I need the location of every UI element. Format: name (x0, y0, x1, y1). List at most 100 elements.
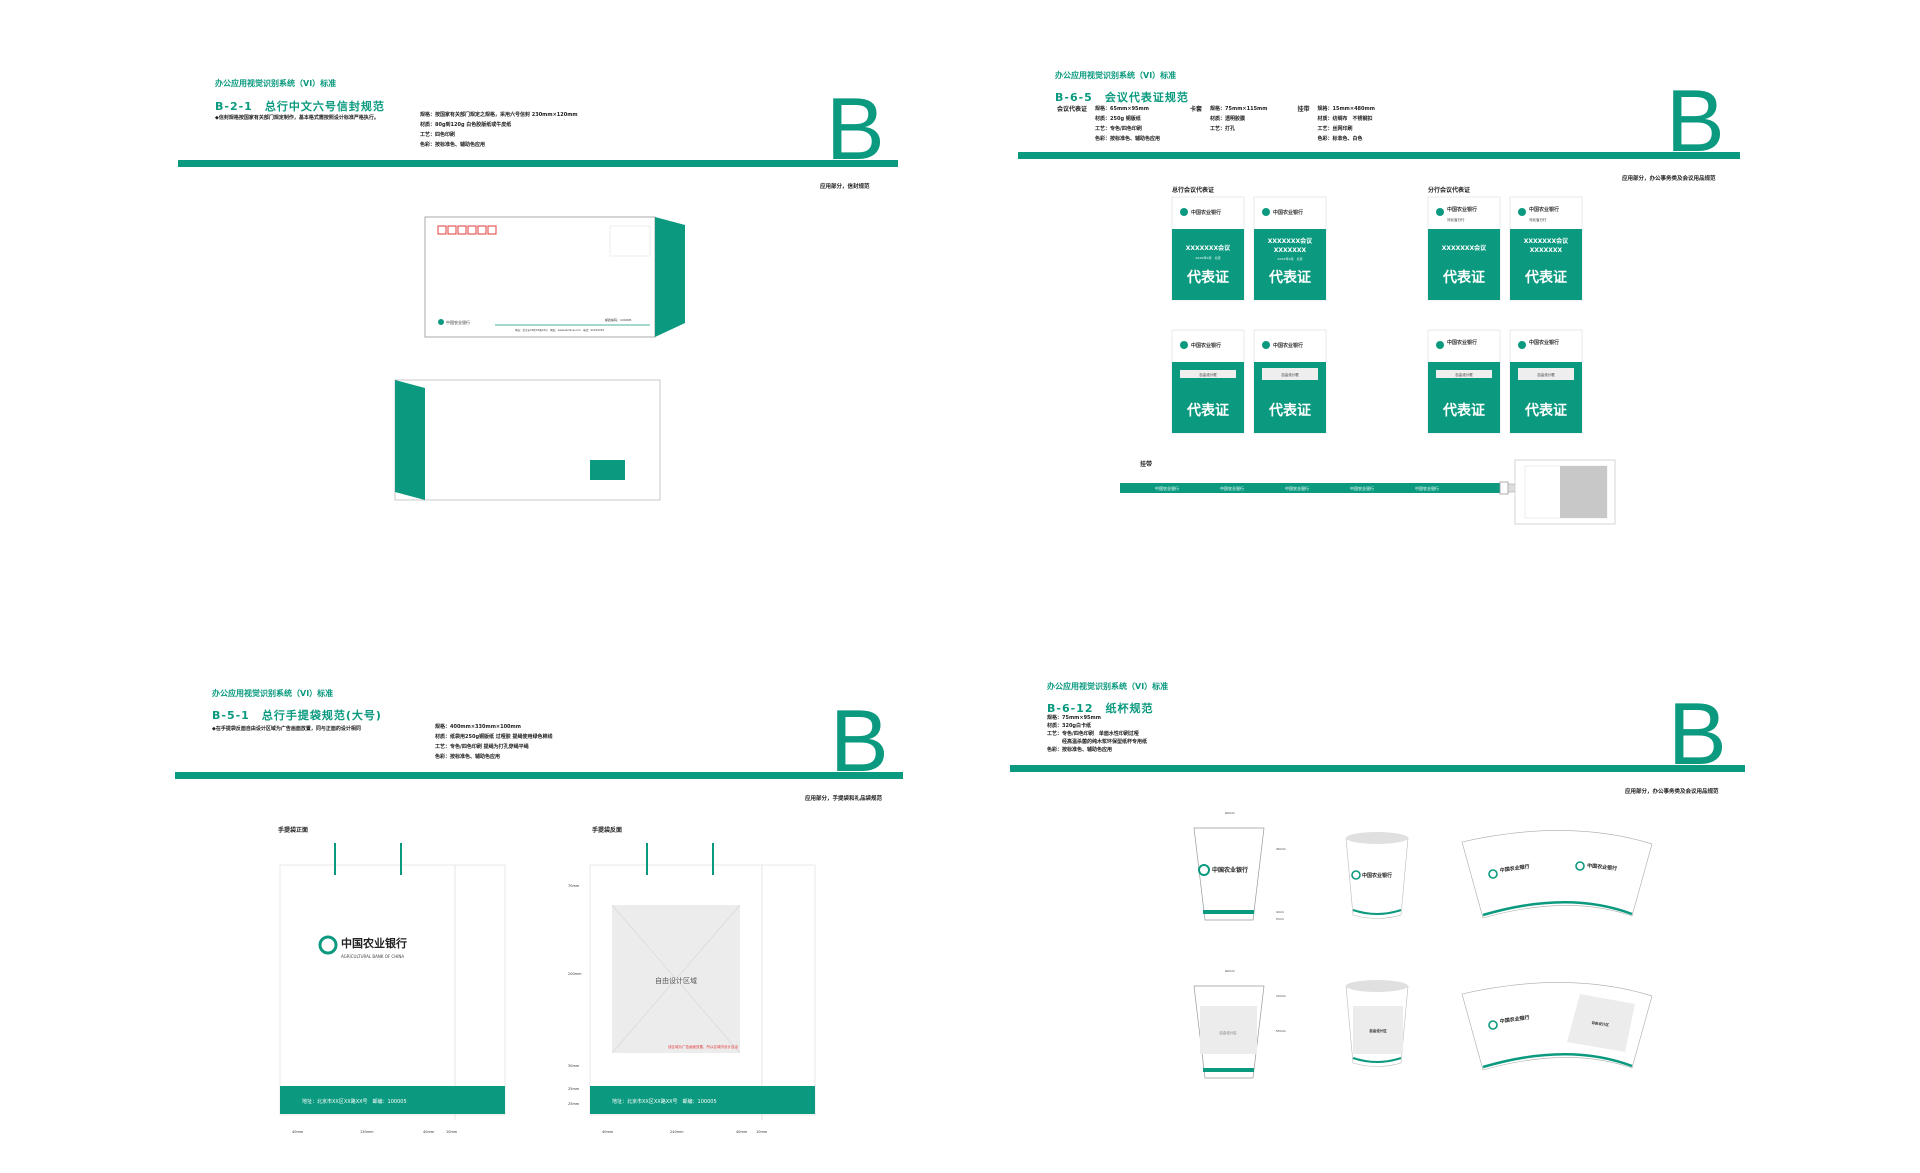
dim-label: 40mm (423, 1130, 435, 1134)
meeting-name-2: XXXXXXX (1274, 247, 1307, 254)
meeting-name: XXXXXXX会议 (1442, 244, 1487, 252)
badge-photo-2: 中国农业银行 自由设计框 代表证 (1253, 329, 1327, 434)
system-title: 办公应用视觉识别系统（VI）标准 (215, 79, 337, 88)
logo-text: 中国农业银行 (1212, 866, 1248, 874)
page-title: B-2-1 总行中文六号信封规范 (215, 100, 385, 113)
dim-label: 130mm (360, 1130, 374, 1134)
cup-3d-free: 自由设计区 (1345, 980, 1409, 1067)
lanyard-logo-text: 中国农业银行 (1155, 485, 1179, 491)
bag-back: 自由设计区域 该区域为广告画面放置，所以区域内设计自由 地址：北京市XX区XX路… (568, 843, 816, 1134)
spec-item: 经高温杀菌的纯木浆环保型纸杯专用纸 (1047, 739, 1148, 745)
branch-label: 分行会议代表证 (1428, 187, 1471, 194)
badge-title: 代表证 (1186, 269, 1229, 286)
logo-text: 中国农业银行 (1447, 339, 1477, 346)
spec-list: 规格：400mm×330mm×100mm 材质：纸袋用250g铜版纸 过哑胶 提… (435, 722, 553, 762)
logo-text: 中国农业银行 (1529, 339, 1559, 346)
branch-name: 河北省分行 (1529, 217, 1547, 222)
stamp-area (609, 225, 651, 257)
postcode-label: 邮政编码：100005 (605, 317, 632, 322)
address-band (280, 1086, 505, 1114)
spec-item: 材质：纸袋用250g铜版纸 过哑胶 提绳使用绿色棉线 (435, 734, 553, 740)
system-title: 办公应用视觉识别系统（VI）标准 (1047, 682, 1169, 691)
cup-wrap-logo: 中国农业银行 中国农业银行 (1461, 830, 1653, 919)
spec-group-name: 卡套 (1190, 106, 1203, 113)
spec-item: 材质：250g 铜版纸 (1095, 116, 1141, 122)
spec-item: 色彩：按标准色、辅助色应用 (1047, 747, 1113, 753)
abc-logo-icon (438, 319, 444, 325)
spec-group: 会议代表证 规格：65mm×95mm 材质：250g 铜版纸 工艺：专色/四色印刷色… (1057, 104, 1160, 144)
logo-text: 中国农业银行 (1587, 862, 1618, 872)
badge-branch-2: 中国农业银行 河北省分行 XXXXXXX会议 XXXXXXX 代表证 (1509, 196, 1583, 301)
badge-head-office-1: 中国农业银行 XXXXXXX会议 XXXX年X月 北京 代表证 (1171, 196, 1245, 301)
logo-text: 中国农业银行 (1273, 342, 1303, 349)
address-text: 地址：北京市XX区XX路XX号 邮编：100005 (612, 1098, 717, 1105)
photo-label: 自由设计框 (1199, 372, 1217, 377)
spec-item: 工艺：四色印刷 (420, 132, 456, 138)
logo-text: 中国农业银行 (1499, 863, 1530, 874)
section-label: 应用部分，办公事务类及会议用品规范 (1622, 176, 1716, 182)
cup-3d-logo: 中国农业银行 (1345, 832, 1409, 919)
spec-list: 规格：75mm×95mm 材质：320g白卡纸 工艺：专色/四色印刷 单面水性印… (1047, 714, 1147, 754)
dim-label: 25mm (568, 1087, 580, 1091)
logo-text: 中国农业银行 (1191, 342, 1221, 349)
spec-group: 挂带 规格：15mm×480mm 材质：纺绸布 不锈钢扣 工艺：丝网印刷 色彩：标准色… (1297, 104, 1374, 144)
back-logo-block (590, 460, 625, 480)
logo-text: 中国农业银行 (1191, 209, 1221, 216)
badge-head-office-2: 中国农业银行 XXXXXXX会议 XXXXXXX XXXX年X月 北京 代表证 (1253, 196, 1327, 301)
header-rule (178, 160, 898, 167)
spec-item: 色彩：按标准色、辅助色应用 (435, 754, 501, 760)
badge-photo-1: 中国农业银行 自由设计框 代表证 (1171, 329, 1245, 434)
spec-item: 工艺：丝网印刷 (1317, 126, 1353, 132)
badge-title: 代表证 (1524, 269, 1567, 286)
page-title: B-5-1 总行手提袋规范(大号) (212, 709, 382, 722)
free-area-note: 该区域为广告画面放置，所以区域内设计自由 (668, 1044, 738, 1049)
page-title: B-6-12 纸杯规范 (1047, 702, 1154, 715)
badge-title: 代表证 (1442, 402, 1485, 419)
header-rule (175, 772, 903, 779)
dim-label: 200mm (568, 972, 582, 976)
meeting-name: XXXXXXX会议 (1268, 237, 1313, 245)
badge-title: 代表证 (1186, 402, 1229, 419)
logo-text: 中国农业银行 (446, 319, 470, 325)
spec-group-name: 会议代表证 (1057, 106, 1088, 113)
cup-wrap-free: 中国农业银行 自由设计区 (1461, 982, 1653, 1071)
dim-label: 30mm (568, 1064, 580, 1068)
spec-groups: 会议代表证 规格：65mm×95mm 材质：250g 铜版纸 工艺：专色/四色印刷色… (1057, 104, 1375, 144)
spec-item: 规格：按国家有关部门规定之规格，采用六号信封 230mm×120mm (420, 112, 578, 118)
free-area-label: 自由设计区域 (655, 976, 697, 985)
photo-label: 自由设计框 (1537, 372, 1555, 377)
badge-branch-1: 中国农业银行 河北省分行 XXXXXXX会议 代表证 (1427, 196, 1501, 301)
address-text: 地址：北京市XX区XX路XX号 邮编：100005 (302, 1098, 407, 1105)
system-title: 办公应用视觉识别系统（VI）标准 (212, 689, 334, 698)
lanyard-logo-text: 中国农业银行 (1285, 485, 1309, 491)
logo-text: 中国农业银行 (1499, 1014, 1530, 1025)
spec-item: 规格：75mm×95mm (1047, 715, 1101, 721)
branch-name: 河北省分行 (1447, 217, 1465, 222)
dim-label: 4mm (1276, 910, 1284, 914)
postcode-boxes (437, 225, 497, 235)
section-letter: B (1668, 684, 1727, 783)
meeting-name: XXXXXXX会议 (1186, 244, 1231, 252)
logo-text: 中国农业银行 (1273, 209, 1303, 216)
dim-label: 40mm (1276, 847, 1286, 851)
envelope-back (394, 379, 661, 501)
spec-item: 工艺：专色/四色印刷 (1095, 126, 1142, 132)
badge-title: 代表证 (1524, 402, 1567, 419)
logo-text: 中国农业银行 (1529, 206, 1559, 213)
dim-label: 10mm (756, 1130, 768, 1134)
logo-text: 中国农业银行 (341, 936, 407, 950)
spec-item: 规格：65mm×95mm (1095, 106, 1149, 112)
dim-label: 5mm (1276, 917, 1284, 921)
spec-item: 材质：透明胶膜 (1210, 116, 1246, 122)
meeting-name-2: XXXXXXX (1530, 247, 1563, 254)
lanyard-label: 挂带 (1140, 460, 1152, 468)
dim-label: 60mm (1225, 969, 1235, 973)
lanyard-logo-text: 中国农业银行 (1415, 485, 1439, 491)
date-line: XXXX年X月 北京 (1195, 255, 1220, 260)
spec-group: 卡套 规格：75mm×115mm 材质：透明胶膜 工艺：打孔 (1190, 104, 1267, 144)
free-area-label: 自由设计区 (1369, 1028, 1387, 1033)
logo-en: AGRICULTURAL BANK OF CHINA (341, 954, 404, 959)
meeting-name: XXXXXXX会议 (1524, 237, 1569, 245)
head-office-label: 总行会议代表证 (1172, 187, 1215, 194)
photo-label: 自由设计框 (1455, 372, 1473, 377)
